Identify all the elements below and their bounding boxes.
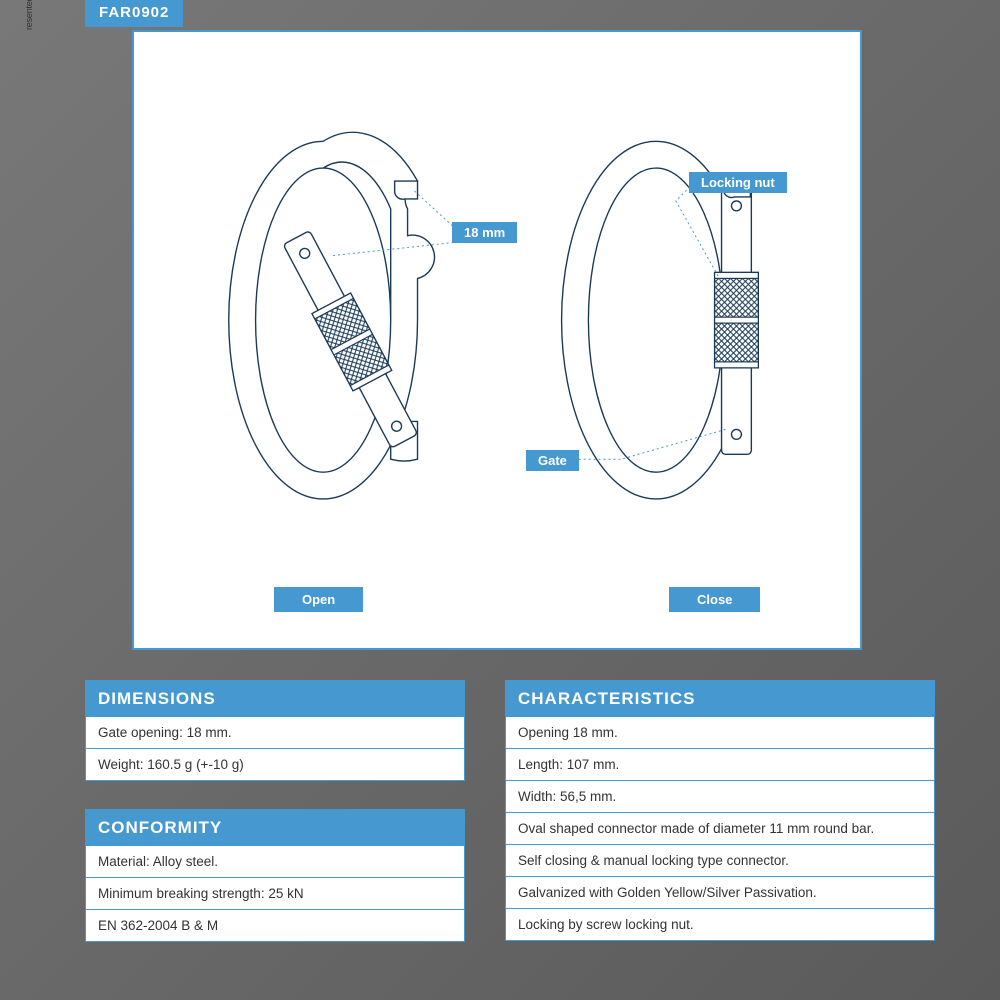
conformity-block: CONFORMITY Material: Alloy steel.Minimum… (85, 809, 465, 942)
spec-row: Material: Alloy steel. (86, 846, 464, 877)
characteristics-title: CHARACTERISTICS (506, 681, 934, 717)
side-disclaimer-text: resented within this technical specifica… (24, 0, 38, 30)
spec-row: Oval shaped connector made of diameter 1… (506, 812, 934, 844)
spec-row: Minimum breaking strength: 25 kN (86, 877, 464, 909)
carabiner-open (229, 132, 453, 499)
annotation-gate-opening: 18 mm (452, 222, 517, 243)
spec-row: Opening 18 mm. (506, 717, 934, 748)
spec-row: Length: 107 mm. (506, 748, 934, 780)
dimensions-block: DIMENSIONS Gate opening: 18 mm.Weight: 1… (85, 680, 465, 781)
annotation-gate: Gate (526, 450, 579, 471)
diagram-frame: 18 mm Locking nut Gate Open Close (132, 30, 862, 650)
carabiner-diagram-svg (134, 32, 860, 648)
characteristics-block: CHARACTERISTICS Opening 18 mm.Length: 10… (505, 680, 935, 941)
spec-row: EN 362-2004 B & M (86, 909, 464, 941)
annotation-locking-nut: Locking nut (689, 172, 787, 193)
dimensions-title: DIMENSIONS (86, 681, 464, 717)
state-label-open: Open (274, 587, 363, 612)
conformity-title: CONFORMITY (86, 810, 464, 846)
spec-row: Self closing & manual locking type conne… (506, 844, 934, 876)
spec-row: Weight: 160.5 g (+-10 g) (86, 748, 464, 780)
spec-columns: DIMENSIONS Gate opening: 18 mm.Weight: 1… (85, 680, 955, 942)
spec-row: Width: 56,5 mm. (506, 780, 934, 812)
state-label-close: Close (669, 587, 760, 612)
carabiner-close (562, 141, 759, 499)
spec-row: Locking by screw locking nut. (506, 908, 934, 940)
product-code-badge: FAR0902 (85, 0, 183, 27)
spec-row: Galvanized with Golden Yellow/Silver Pas… (506, 876, 934, 908)
spec-row: Gate opening: 18 mm. (86, 717, 464, 748)
